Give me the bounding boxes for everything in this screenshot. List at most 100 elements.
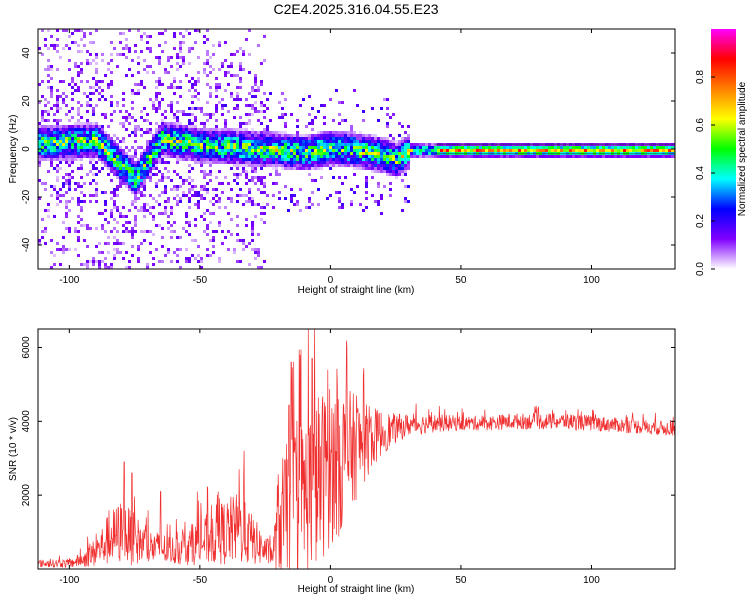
- heatmap-cell: [167, 122, 170, 125]
- heatmap-cell: [209, 86, 212, 89]
- heatmap-cell: [311, 161, 314, 164]
- heatmap-cell: [245, 155, 248, 158]
- heatmap-cell: [74, 128, 77, 131]
- heatmap-cell: [74, 65, 77, 68]
- heatmap-cell: [152, 155, 155, 158]
- heatmap-cell: [347, 149, 350, 152]
- heatmap-cell: [164, 122, 167, 125]
- heatmap-cell: [314, 158, 317, 161]
- heatmap-cell: [104, 203, 107, 206]
- heatmap-cell: [293, 149, 296, 152]
- heatmap-cell: [206, 128, 209, 131]
- heatmap-cell: [74, 146, 77, 149]
- heatmap-cell: [248, 155, 251, 158]
- heatmap-cell: [77, 254, 80, 257]
- heatmap-cell: [251, 155, 254, 158]
- heatmap-cell: [470, 149, 473, 152]
- heatmap-cell: [62, 176, 65, 179]
- heatmap-cell: [110, 140, 113, 143]
- heatmap-cell: [188, 149, 191, 152]
- heatmap-cell: [188, 176, 191, 179]
- heatmap-cell: [281, 131, 284, 134]
- heatmap-cell: [164, 131, 167, 134]
- heatmap-cell: [317, 155, 320, 158]
- heatmap-cell: [104, 98, 107, 101]
- heatmap-cell: [359, 131, 362, 134]
- heatmap-cell: [341, 182, 344, 185]
- heatmap-cell: [245, 161, 248, 164]
- heatmap-cell: [224, 128, 227, 131]
- heatmap-cell: [302, 167, 305, 170]
- heatmap-cell: [569, 155, 572, 158]
- heatmap-cell: [41, 116, 44, 119]
- heatmap-cell: [521, 155, 524, 158]
- heatmap-cell: [200, 164, 203, 167]
- heatmap-cell: [341, 143, 344, 146]
- heatmap-cell: [101, 146, 104, 149]
- heatmap-cell: [302, 152, 305, 155]
- heatmap-cell: [155, 185, 158, 188]
- heatmap-cell: [65, 44, 68, 47]
- heatmap-cell: [128, 221, 131, 224]
- heatmap-cell: [227, 149, 230, 152]
- heatmap-cell: [257, 203, 260, 206]
- heatmap-cell: [107, 149, 110, 152]
- heatmap-cell: [365, 176, 368, 179]
- heatmap-cell: [125, 251, 128, 254]
- y-tick-label: 20: [21, 95, 32, 107]
- heatmap-cell: [320, 137, 323, 140]
- heatmap-cell: [293, 143, 296, 146]
- heatmap-cell: [122, 206, 125, 209]
- heatmap-cell: [173, 35, 176, 38]
- heatmap-cell: [209, 71, 212, 74]
- heatmap-cell: [284, 167, 287, 170]
- heatmap-cell: [266, 128, 269, 131]
- heatmap-cell: [140, 167, 143, 170]
- heatmap-cell: [41, 80, 44, 83]
- heatmap-cell: [308, 173, 311, 176]
- heatmap-cell: [212, 188, 215, 191]
- heatmap-cell: [371, 152, 374, 155]
- heatmap-cell: [53, 188, 56, 191]
- heatmap-cell: [149, 140, 152, 143]
- heatmap-cell: [116, 155, 119, 158]
- heatmap-cell: [368, 161, 371, 164]
- heatmap-cell: [113, 143, 116, 146]
- heatmap-cell: [182, 128, 185, 131]
- heatmap-cell: [95, 62, 98, 65]
- heatmap-cell: [380, 161, 383, 164]
- heatmap-cell: [158, 131, 161, 134]
- heatmap-cell: [77, 146, 80, 149]
- heatmap-cell: [311, 119, 314, 122]
- heatmap-cell: [293, 134, 296, 137]
- heatmap-cell: [137, 248, 140, 251]
- heatmap-cell: [131, 233, 134, 236]
- heatmap-cell: [74, 188, 77, 191]
- heatmap-cell: [566, 146, 569, 149]
- heatmap-cell: [134, 176, 137, 179]
- heatmap-cell: [251, 104, 254, 107]
- heatmap-cell: [197, 131, 200, 134]
- heatmap-cell: [470, 155, 473, 158]
- heatmap-cell: [47, 29, 50, 32]
- heatmap-cell: [383, 143, 386, 146]
- heatmap-cell: [161, 32, 164, 35]
- colorbar-gradient: [711, 29, 736, 269]
- heatmap-cell: [233, 248, 236, 251]
- heatmap-cell: [50, 185, 53, 188]
- heatmap-cell: [134, 140, 137, 143]
- heatmap-cell: [191, 239, 194, 242]
- heatmap-cell: [308, 167, 311, 170]
- heatmap-cell: [335, 89, 338, 92]
- heatmap-cell: [179, 86, 182, 89]
- heatmap-cell: [257, 140, 260, 143]
- heatmap-cell: [437, 146, 440, 149]
- heatmap-cell: [50, 266, 53, 269]
- heatmap-cell: [608, 146, 611, 149]
- heatmap-cell: [53, 185, 56, 188]
- heatmap-cell: [203, 155, 206, 158]
- heatmap-cell: [605, 155, 608, 158]
- heatmap-cell: [119, 140, 122, 143]
- heatmap-cell: [41, 29, 44, 32]
- heatmap-cell: [164, 212, 167, 215]
